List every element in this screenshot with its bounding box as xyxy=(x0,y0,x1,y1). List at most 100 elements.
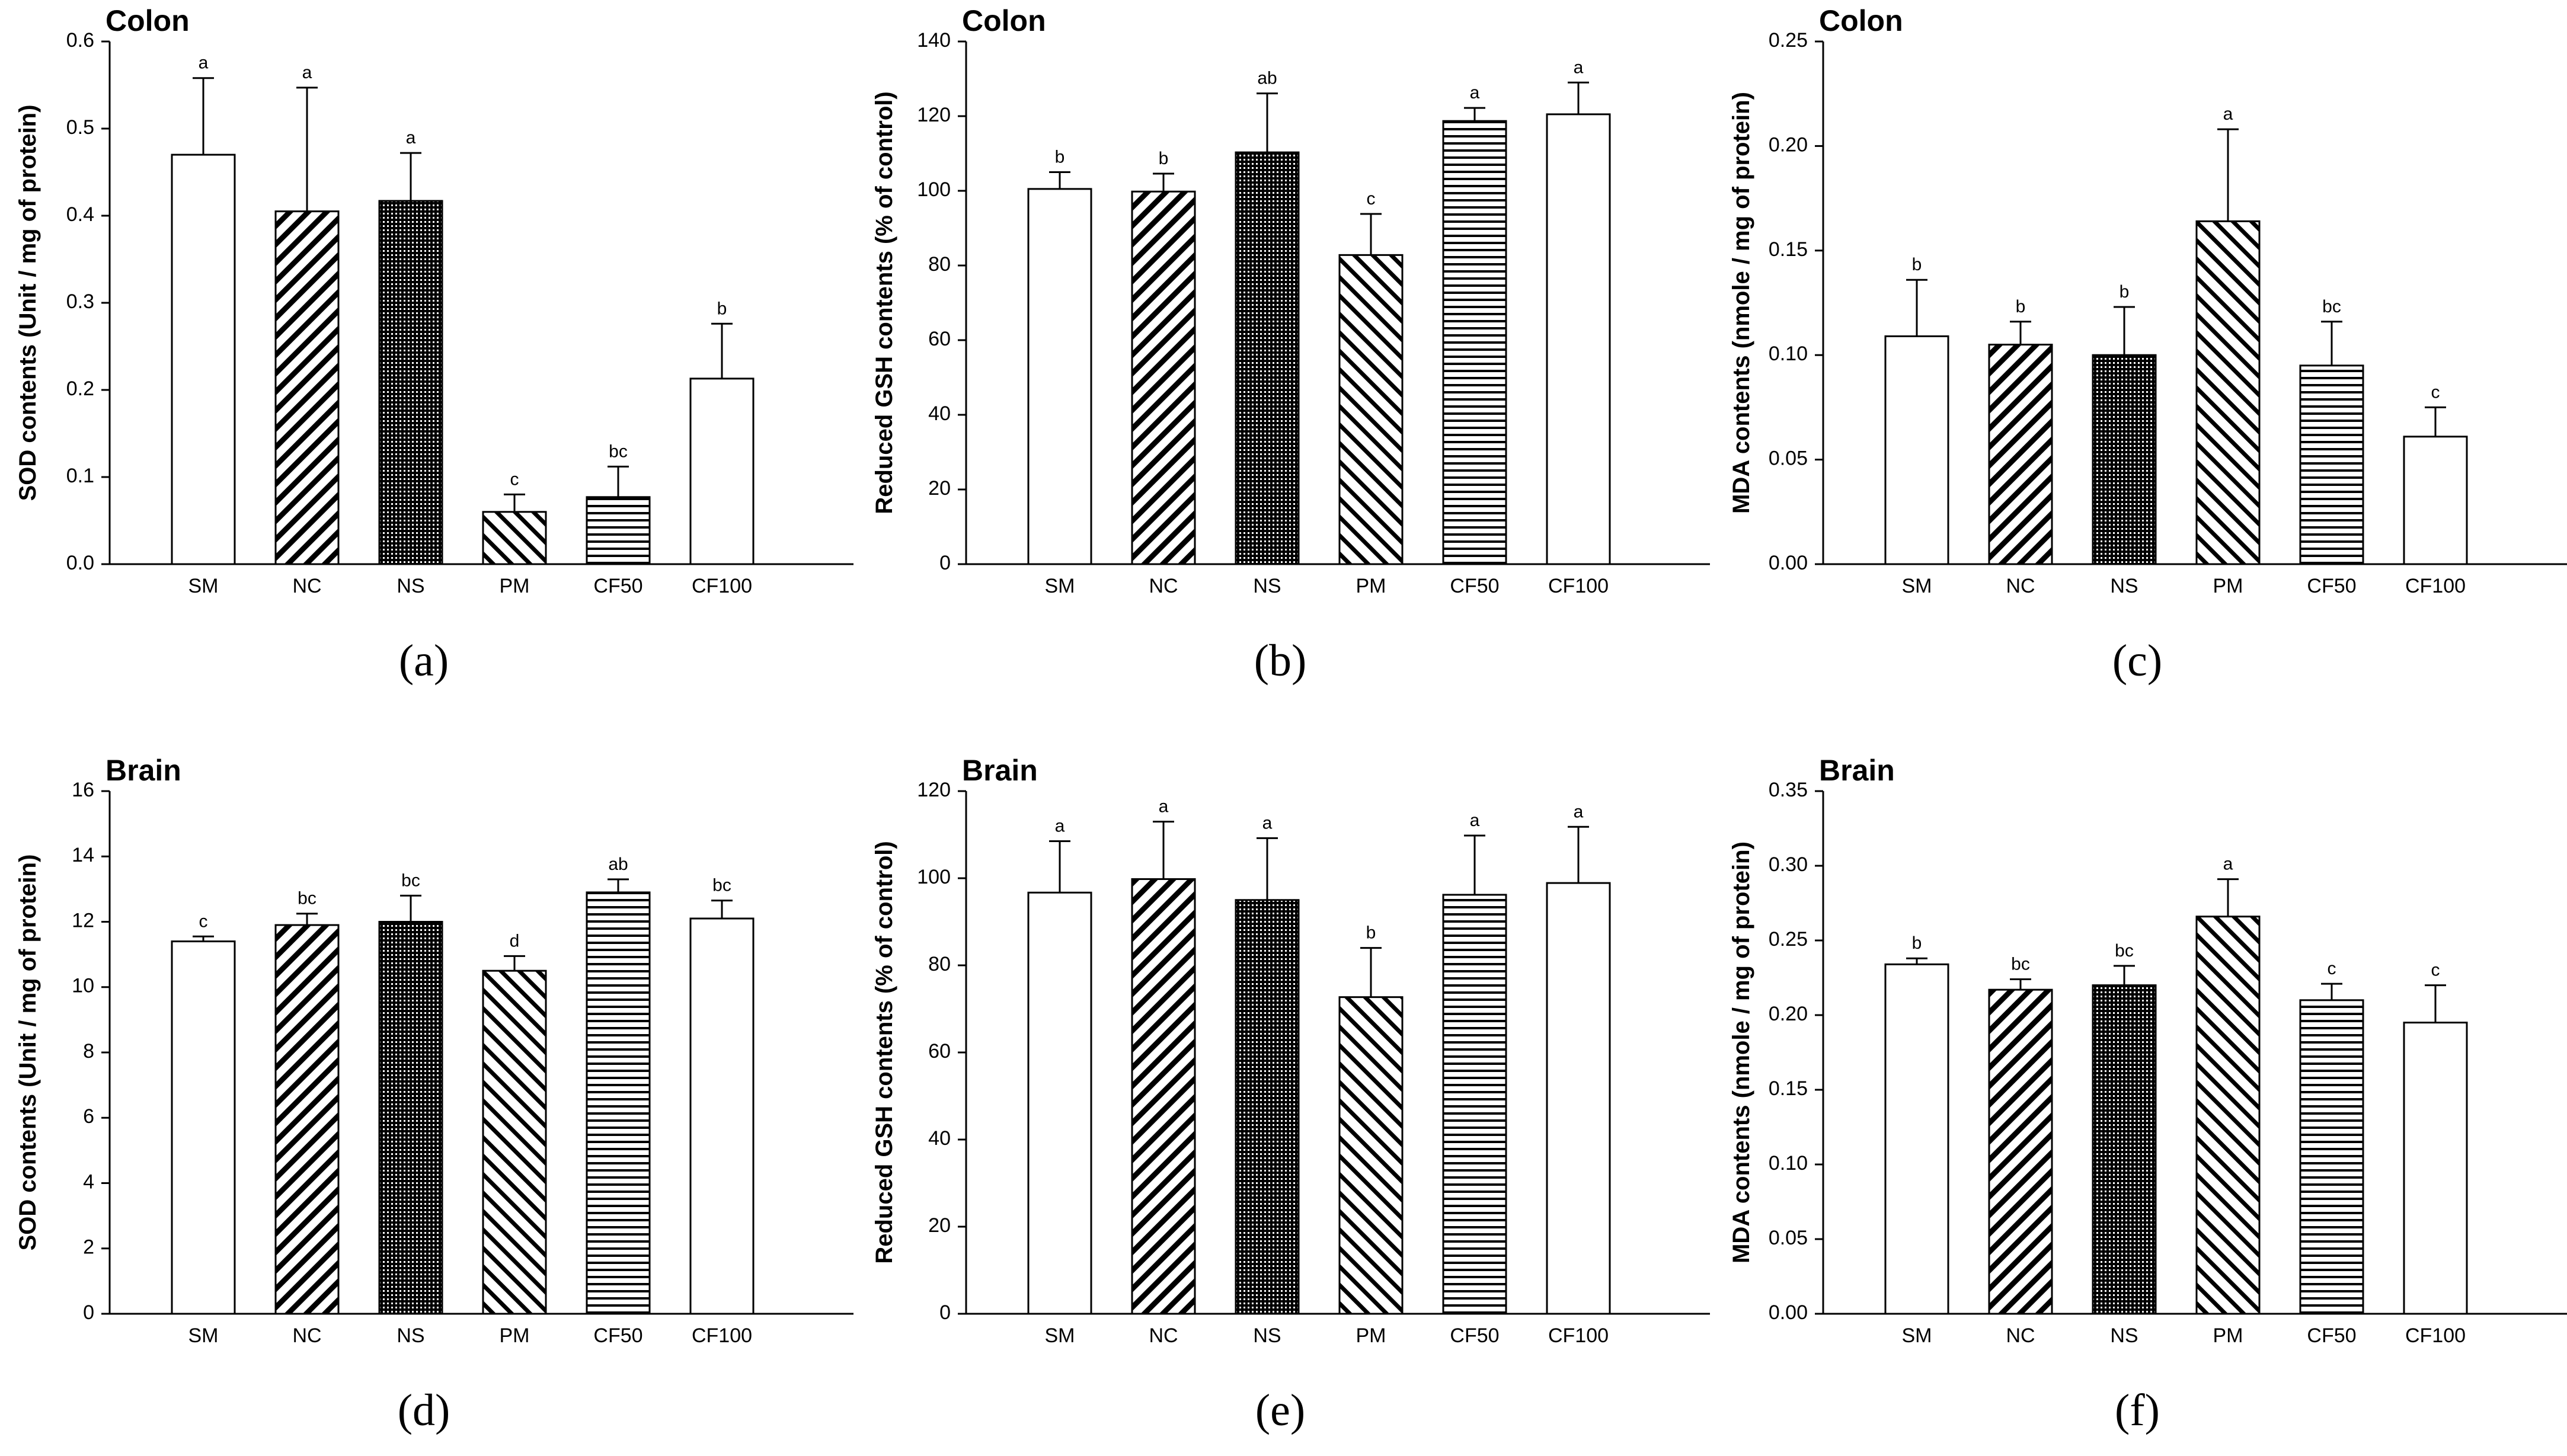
x-tick-label: SM xyxy=(1902,575,1932,597)
chart-panel-b: 0 20 40 60 80 100 120 140 Reduced GSH contents (… xyxy=(856,0,1710,686)
bar-nc xyxy=(1988,344,2053,565)
x-tick-label: NS xyxy=(397,1324,424,1347)
x-tick-label: SM xyxy=(188,1324,219,1347)
bar-pm xyxy=(1338,996,1404,1315)
significance-letter: c xyxy=(2431,961,2440,980)
bar-cf50 xyxy=(2299,999,2364,1315)
y-tick-label: 20 xyxy=(928,477,951,500)
y-tick-label: 16 xyxy=(72,779,94,801)
y-tick-label: 0.30 xyxy=(1769,853,1808,876)
y-tick-label: 0.2 xyxy=(66,377,94,400)
significance-letter: a xyxy=(1574,802,1584,821)
bar-pm xyxy=(2195,220,2261,565)
significance-letter: a xyxy=(1055,817,1065,836)
y-tick-label: 0.6 xyxy=(66,29,94,52)
y-axis-label: Reduced GSH contents (% of control) xyxy=(871,91,897,514)
bar-cf100 xyxy=(2403,1022,2468,1315)
x-tick-label: CF50 xyxy=(2307,575,2356,597)
bar-sm xyxy=(1884,335,1949,565)
significance-letter: bc xyxy=(298,889,317,908)
chart-title: Colon xyxy=(106,4,190,37)
significance-letter: bc xyxy=(401,871,420,890)
bar-cf100 xyxy=(689,377,755,565)
y-tick-label: 60 xyxy=(928,1040,951,1063)
significance-letter: a xyxy=(1470,811,1480,830)
chart-title: Brain xyxy=(106,754,181,787)
y-tick-label: 120 xyxy=(917,104,951,126)
x-tick-label: NC xyxy=(2006,1324,2035,1347)
chart-title: Colon xyxy=(962,4,1046,37)
y-tick-label: 0 xyxy=(83,1301,94,1324)
x-tick-label: PM xyxy=(2213,575,2243,597)
x-tick-label: PM xyxy=(2213,1324,2243,1347)
x-tick-label: NS xyxy=(1253,575,1281,597)
y-tick-label: 60 xyxy=(928,328,951,350)
y-tick-label: 0.10 xyxy=(1769,1152,1808,1175)
x-tick-label: PM xyxy=(1356,1324,1386,1347)
x-tick-label: NC xyxy=(1149,1324,1178,1347)
y-axis-label: SOD contents (Unit / mg of protein) xyxy=(15,855,41,1251)
significance-letter: d xyxy=(510,931,520,951)
bar-nc xyxy=(274,924,340,1315)
y-tick-label: 140 xyxy=(917,29,951,52)
bar-sm xyxy=(1884,963,1949,1315)
y-tick-label: 10 xyxy=(72,975,94,997)
significance-letter: b xyxy=(1366,923,1376,943)
y-tick-label: 12 xyxy=(72,909,94,932)
y-tick-label: 100 xyxy=(917,178,951,201)
y-tick-label: 0.1 xyxy=(66,465,94,487)
x-tick-label: NS xyxy=(2110,575,2138,597)
bar-ns xyxy=(378,921,443,1315)
bar-cf100 xyxy=(689,917,755,1315)
y-tick-label: 6 xyxy=(83,1105,94,1128)
x-tick-label: NS xyxy=(2110,1324,2138,1347)
chart-panel-d: 0 2 4 6 8 10 12 14 16 SOD contents (Unit / mg of … xyxy=(0,750,853,1435)
y-axis-label: MDA contents (nmole / mg of protein) xyxy=(1728,841,1754,1263)
significance-letter: c xyxy=(510,469,519,489)
y-tick-label: 100 xyxy=(917,866,951,888)
significance-letter: a xyxy=(2223,104,2233,124)
significance-letter: c xyxy=(2431,382,2440,402)
panel-label: (e) xyxy=(1255,1385,1305,1435)
significance-letter: a xyxy=(406,128,416,148)
y-tick-label: 0.25 xyxy=(1769,928,1808,951)
bar-cf100 xyxy=(2403,436,2468,565)
y-tick-label: 0.15 xyxy=(1769,1077,1808,1100)
bar-nc xyxy=(1131,190,1196,565)
significance-letter: a xyxy=(1159,796,1169,816)
y-axis-label: Reduced GSH contents (% of control) xyxy=(871,841,897,1263)
bar-cf50 xyxy=(1442,894,1507,1315)
y-tick-label: 0.05 xyxy=(1769,447,1808,470)
x-tick-label: CF50 xyxy=(1450,575,1499,597)
bar-cf50 xyxy=(1442,120,1507,565)
y-tick-label: 80 xyxy=(928,953,951,975)
y-tick-label: 40 xyxy=(928,402,951,425)
significance-letter: ab xyxy=(1257,69,1277,88)
chart-d-svg: 0 2 4 6 8 10 12 14 16 SOD contents (Unit / mg of … xyxy=(15,754,853,1435)
x-tick-label: NC xyxy=(1149,575,1178,597)
chart-title: Brain xyxy=(962,754,1038,787)
bar-ns xyxy=(378,200,443,565)
significance-letter: a xyxy=(1262,813,1273,833)
y-tick-label: 4 xyxy=(83,1170,94,1193)
y-tick-label: 8 xyxy=(83,1040,94,1063)
x-tick-label: CF100 xyxy=(2405,1324,2466,1347)
y-tick-label: 0.5 xyxy=(66,116,94,139)
significance-letter: bc xyxy=(2322,297,2341,316)
bar-nc xyxy=(274,210,340,565)
bar-cf100 xyxy=(1546,882,1611,1315)
chart-panel-f: 0.00 0.05 0.10 0.15 0.20 0.25 0.30 0.35 MDA cont… xyxy=(1714,750,2567,1435)
chart-c-svg: 0.00 0.05 0.10 0.15 0.20 0.25 MDA contents (nm… xyxy=(1728,4,2567,686)
significance-letter: bc xyxy=(2011,955,2030,974)
bar-pm xyxy=(482,969,547,1315)
chart-panel-c: 0.00 0.05 0.10 0.15 0.20 0.25 MDA contents (nm… xyxy=(1714,0,2567,686)
bar-pm xyxy=(482,511,547,565)
y-tick-label: 0.20 xyxy=(1769,1003,1808,1025)
bar-ns xyxy=(2092,354,2157,565)
chart-title: Brain xyxy=(1819,754,1895,787)
x-tick-label: CF100 xyxy=(1548,1324,1609,1347)
panel-label: (f) xyxy=(2115,1385,2160,1435)
significance-letter: b xyxy=(1055,148,1065,167)
significance-letter: bc xyxy=(712,876,731,895)
significance-letter: b xyxy=(1912,933,1922,953)
